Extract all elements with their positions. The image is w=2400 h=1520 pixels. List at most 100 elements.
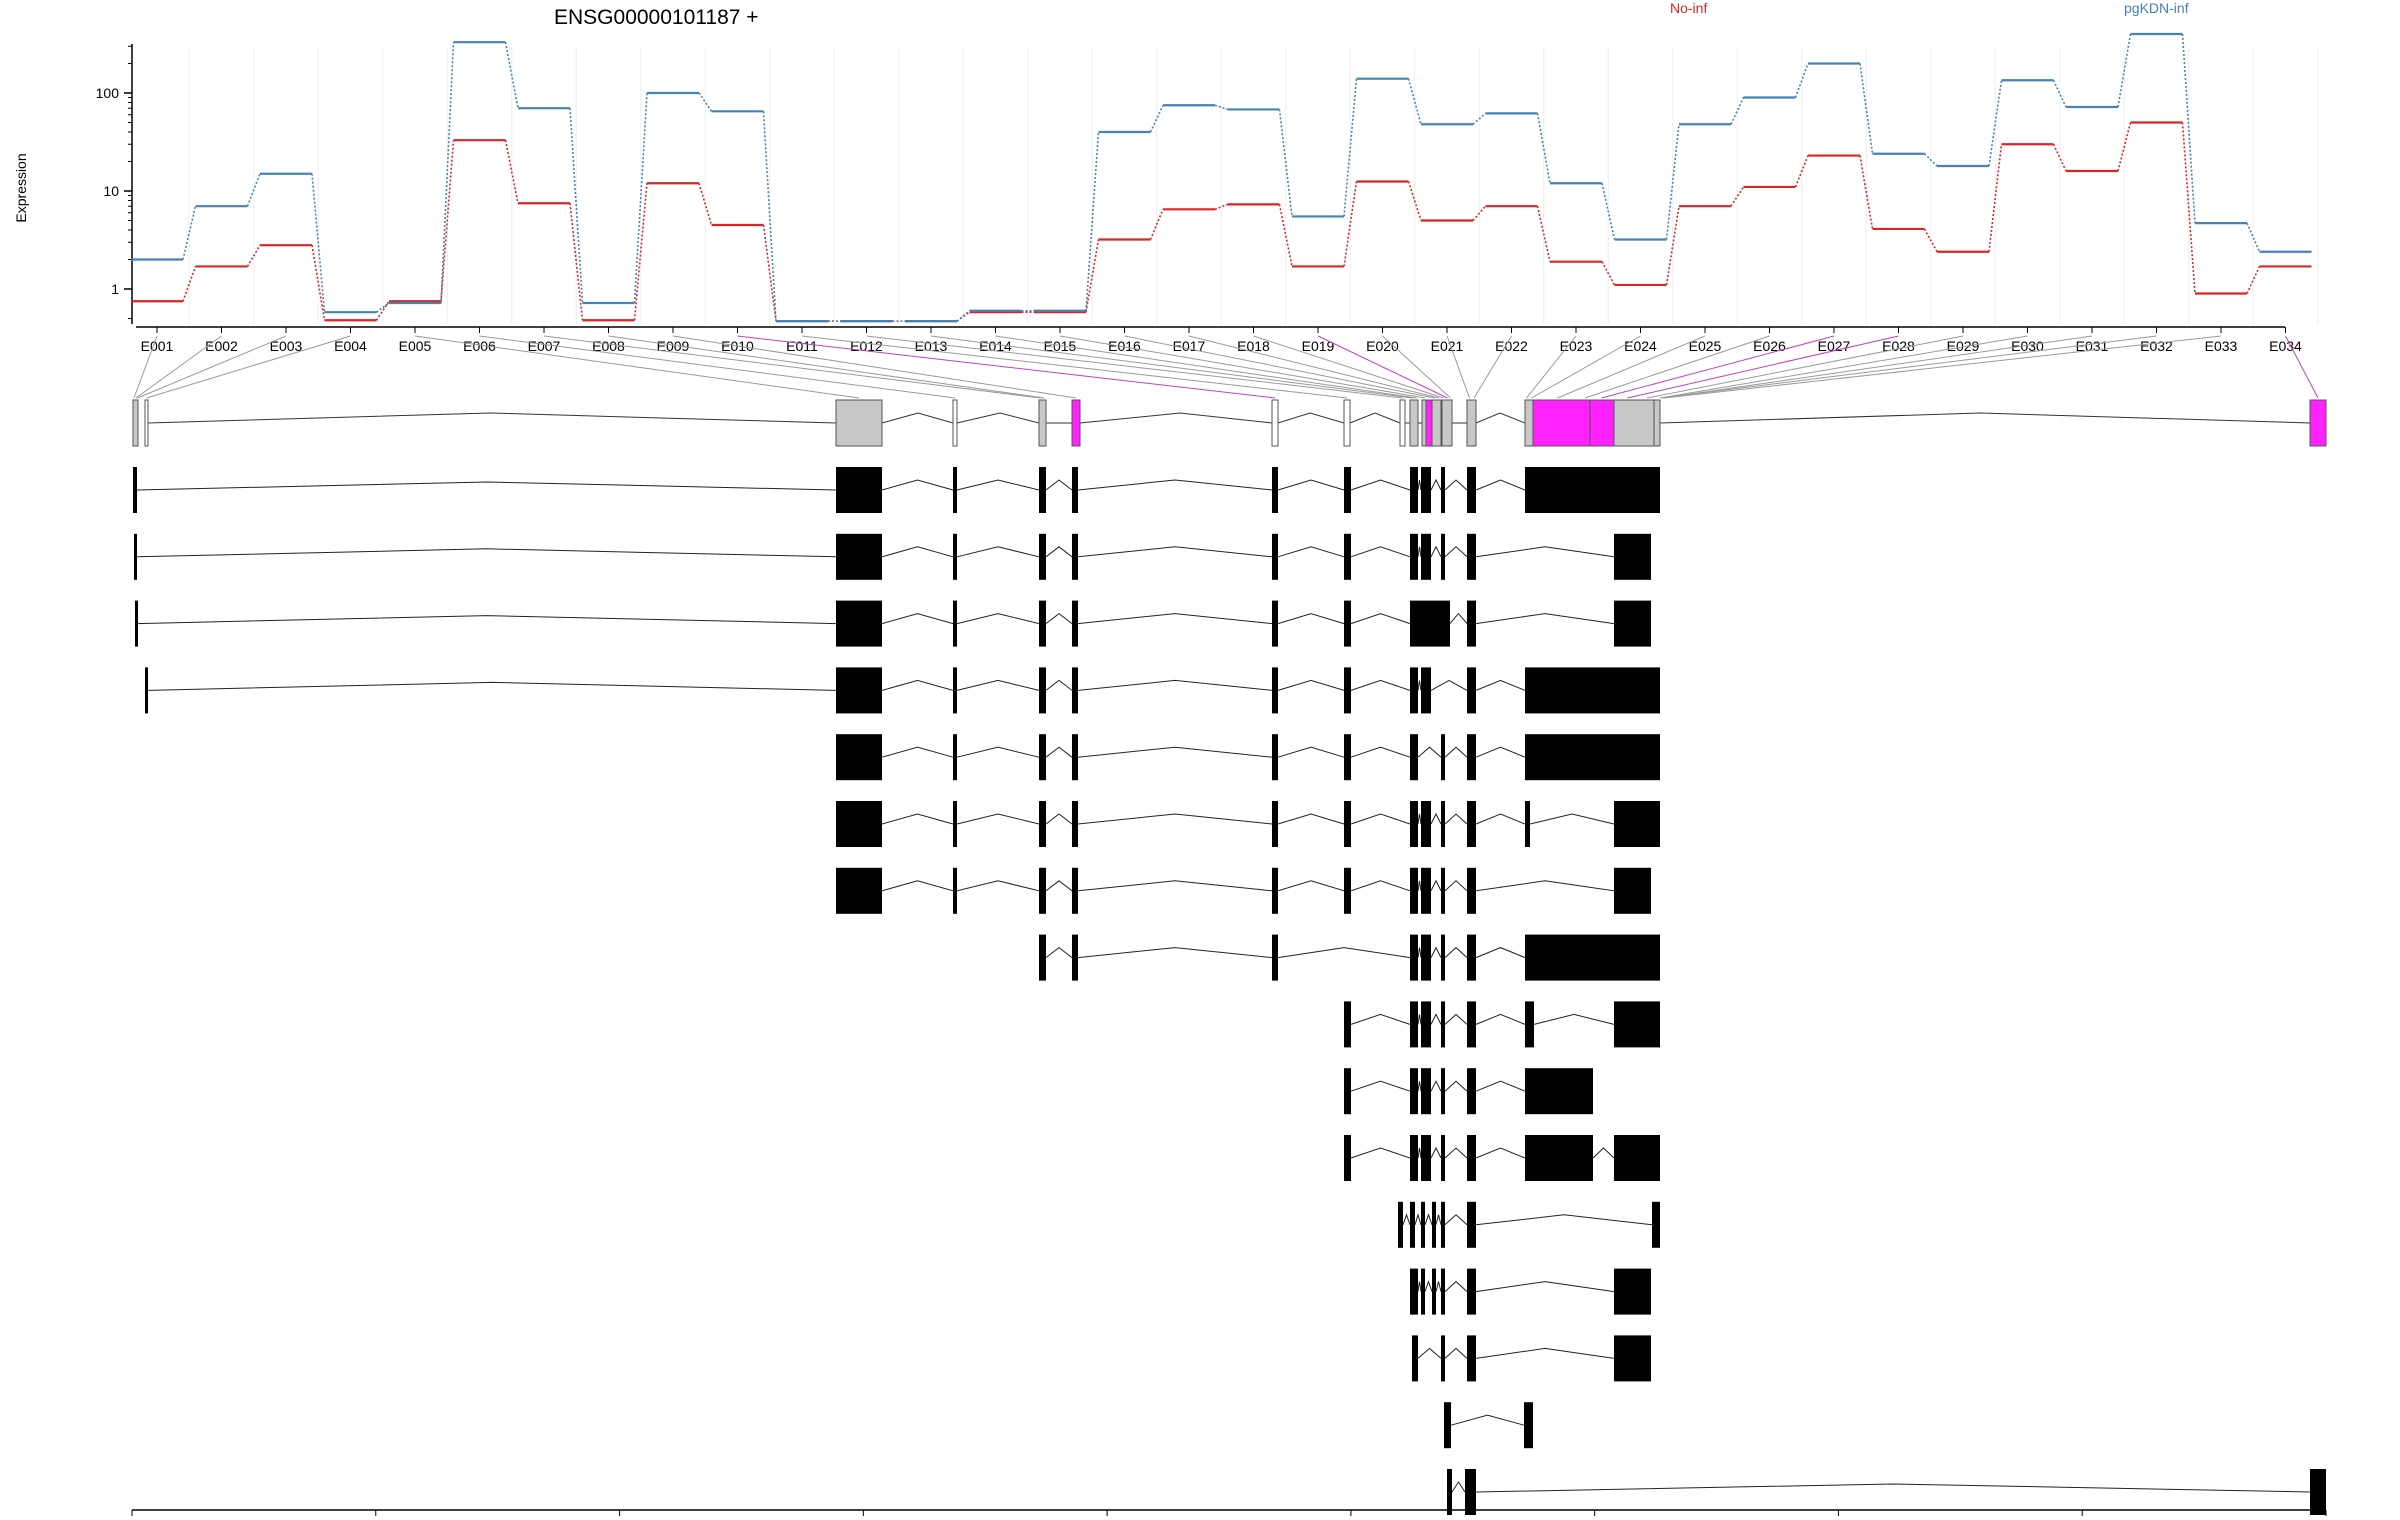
exon-block: [1652, 1201, 1660, 1248]
intron-line: [1045, 946, 1073, 958]
exon-connector: [1473, 335, 1512, 399]
intron-line: [1444, 1214, 1468, 1226]
series-connector: [504, 42, 519, 109]
intron-line: [1277, 679, 1345, 691]
intron-line: [1077, 546, 1273, 558]
exon-block: [2310, 1469, 2326, 1515]
x-tick-label: E020: [1366, 338, 1399, 354]
exon-block: [1467, 867, 1476, 914]
intron-line: [1475, 1483, 2311, 1493]
exon-block: [1344, 1001, 1351, 1048]
exon-block: [1272, 801, 1278, 847]
y-tick-label: 100: [96, 85, 120, 101]
exon-block: [1410, 801, 1418, 847]
series-connector: [2181, 33, 2196, 224]
genome-tick-label: 62671345: [1566, 1518, 1624, 1520]
series-connector: [1149, 104, 1164, 133]
exon-block: [1614, 600, 1651, 647]
y-tick-label: 1: [111, 281, 119, 297]
transcript: [1412, 1335, 1651, 1382]
intron-line: [1435, 1281, 1442, 1292]
exon-bin: [144, 399, 149, 447]
series-connector: [311, 245, 326, 321]
exon-block: [1421, 1135, 1431, 1181]
exon-block: [1072, 667, 1078, 714]
exon-block: [1432, 1268, 1436, 1315]
intron-line: [147, 412, 954, 424]
exon-block: [1410, 867, 1418, 914]
exon-block: [1467, 801, 1476, 847]
intron-line: [1444, 1147, 1468, 1159]
exon-connector: [1059, 335, 1426, 399]
intron-line: [1592, 1147, 1615, 1159]
exon-block: [1441, 734, 1445, 781]
x-tick-label: E017: [1173, 338, 1206, 354]
exon-bin: [835, 399, 883, 447]
intron-line: [1424, 1213, 1433, 1225]
exon-connector: [1188, 335, 1440, 399]
exon-block: [1410, 667, 1418, 714]
series-connector: [376, 302, 390, 313]
intron-line: [1475, 1347, 1615, 1359]
exon-block: [1467, 1001, 1476, 1048]
exon-connector: [1662, 335, 2093, 399]
intron-line: [881, 880, 954, 892]
x-tick-label: E002: [205, 338, 238, 354]
genome-tick-label: 62685785: [2297, 1518, 2355, 1520]
series-connector: [2246, 222, 2261, 253]
exon-bin: [1524, 399, 1534, 447]
exon-block: [1614, 1135, 1660, 1181]
intron-line: [1475, 1080, 1526, 1092]
series-connector: [1859, 63, 1874, 154]
series-connector: [1472, 205, 1487, 222]
exon-bin: [1613, 399, 1655, 447]
exon-block: [836, 467, 882, 513]
intron-line: [956, 880, 1040, 892]
intron-line: [1430, 812, 1442, 825]
exon-block: [1039, 600, 1046, 647]
exon-connector: [1526, 335, 1577, 399]
exon-block: [1444, 1402, 1451, 1449]
exon-connector: [1601, 335, 1835, 399]
exon-block: [1410, 533, 1418, 580]
exon-block: [1344, 1068, 1351, 1115]
intron-line: [1430, 1013, 1442, 1025]
intron-line: [1350, 1080, 1411, 1092]
x-tick-label: E021: [1431, 338, 1464, 354]
x-tick-label: E006: [463, 338, 496, 354]
exon-block: [1467, 667, 1476, 714]
exon-block: [1344, 734, 1351, 781]
exon-block: [1410, 934, 1418, 981]
exon-connector: [135, 335, 222, 399]
genome-tick-label: 62656905: [834, 1518, 892, 1520]
exon-block: [1072, 867, 1078, 914]
exon-connector: [1446, 335, 1470, 399]
exon-block: [836, 600, 882, 647]
series-connector: [1665, 124, 1680, 240]
intron-line: [1444, 1013, 1468, 1025]
exon-block: [1467, 533, 1476, 580]
intron-line: [1045, 479, 1073, 491]
exon-block: [1467, 1135, 1476, 1181]
exon-connector: [1660, 335, 2157, 399]
intron-line: [1475, 613, 1615, 625]
intron-line: [1045, 612, 1073, 624]
genome-tick-label: 62680972: [2053, 1518, 2111, 1520]
exon-bin: [1271, 399, 1279, 447]
intron-line: [1417, 880, 1422, 891]
intron-line: [1402, 1213, 1411, 1225]
exon-block: [1614, 1268, 1651, 1315]
x-tick-label: E012: [850, 338, 883, 354]
exon-block: [1525, 734, 1660, 781]
intron-line: [1417, 947, 1422, 958]
series-connector: [698, 183, 713, 226]
series-connector: [1407, 181, 1422, 221]
exon-bin: [1431, 399, 1442, 447]
exon-connector: [479, 335, 956, 399]
exon-block: [1525, 1068, 1593, 1115]
exon-block: [1525, 1135, 1593, 1181]
exon-block: [1272, 734, 1278, 781]
x-tick-label: E004: [334, 338, 367, 354]
exon-block: [1039, 867, 1046, 914]
exon-block: [1039, 934, 1046, 981]
